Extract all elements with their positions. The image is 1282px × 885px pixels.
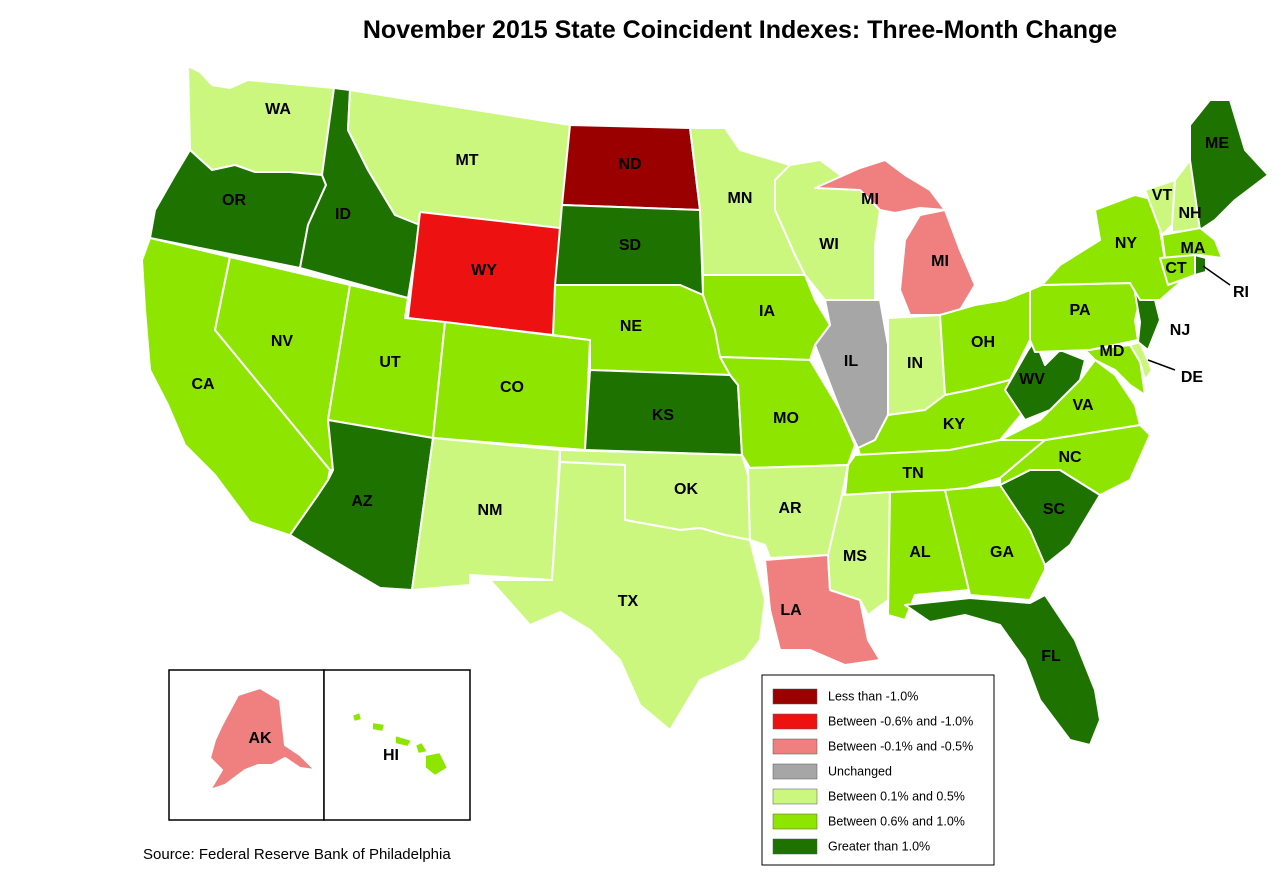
legend-label-p06_p10: Between 0.6% and 1.0% xyxy=(828,814,965,828)
state-labels: WA OR CA ID NV MT WY UT AZ CO NM ND SD NE KS OK TX MN IA MO… xyxy=(191,101,1249,764)
state-label-tx: TX xyxy=(618,593,639,610)
legend-label-m01_m05: Between -0.1% and -0.5% xyxy=(828,739,973,753)
state-label-al: AL xyxy=(909,544,931,561)
state-label-nc: NC xyxy=(1058,449,1082,466)
state-label-in: IN xyxy=(907,355,923,372)
legend-label-gt_p1: Greater than 1.0% xyxy=(828,839,930,853)
legend-swatch-lt_m1 xyxy=(772,688,818,705)
ri-leader-line xyxy=(1202,265,1231,286)
state-ia[interactable] xyxy=(702,274,831,361)
state-label-mt: MT xyxy=(455,152,478,169)
state-label-nv: NV xyxy=(271,333,294,350)
state-hi-2[interactable] xyxy=(371,721,386,733)
state-label-nm: NM xyxy=(478,502,503,519)
state-label-ri: RI xyxy=(1233,284,1249,301)
state-label-oh: OH xyxy=(971,334,995,351)
state-wa[interactable] xyxy=(187,65,335,176)
state-label-wa: WA xyxy=(265,101,291,118)
state-label-fl: FL xyxy=(1041,648,1061,665)
state-fl[interactable] xyxy=(904,594,1101,746)
legend-label-lt_m1: Less than -1.0% xyxy=(828,689,918,703)
state-label-nj: NJ xyxy=(1170,322,1190,339)
state-ky[interactable] xyxy=(857,379,1026,456)
state-label-sc: SC xyxy=(1043,501,1066,518)
state-label-md: MD xyxy=(1100,343,1125,360)
state-label-wv: WV xyxy=(1019,371,1045,388)
state-label-wy: WY xyxy=(471,262,497,279)
legend-label-m06_m10: Between -0.6% and -1.0% xyxy=(828,714,973,728)
state-label-ar: AR xyxy=(778,500,802,517)
state-label-mi-upper: MI xyxy=(861,191,879,208)
legend-swatch-p06_p10 xyxy=(772,813,818,830)
state-label-ok: OK xyxy=(674,481,698,498)
legend: Less than -1.0% Between -0.6% and -1.0% Be… xyxy=(761,674,995,866)
state-label-ky: KY xyxy=(943,416,966,433)
state-hi-3[interactable] xyxy=(394,734,413,748)
state-mi-lower[interactable] xyxy=(899,209,976,316)
legend-items: Less than -1.0% Between -0.6% and -1.0% Be… xyxy=(772,688,973,855)
state-label-mo: MO xyxy=(773,410,799,427)
state-label-ms: MS xyxy=(843,548,867,565)
source-note: Source: Federal Reserve Bank of Philadel… xyxy=(143,846,451,863)
state-label-pa: PA xyxy=(1069,302,1090,319)
state-label-vt: VT xyxy=(1152,187,1173,204)
state-label-ga: GA xyxy=(990,544,1014,561)
state-nj[interactable] xyxy=(1134,292,1161,351)
legend-swatch-unch xyxy=(772,763,818,780)
state-label-mn: MN xyxy=(728,190,753,207)
state-hi-5[interactable] xyxy=(424,751,449,777)
state-label-ut: UT xyxy=(379,354,401,371)
state-label-ia: IA xyxy=(759,303,775,320)
state-label-or: OR xyxy=(222,192,246,209)
state-hi-1[interactable] xyxy=(351,711,363,723)
state-label-ny: NY xyxy=(1115,235,1138,252)
state-label-me: ME xyxy=(1205,135,1229,152)
state-label-va: VA xyxy=(1072,397,1093,414)
state-label-ks: KS xyxy=(652,407,675,424)
states-layer xyxy=(141,65,1269,746)
state-label-nd: ND xyxy=(618,156,641,173)
legend-swatch-m01_m05 xyxy=(772,738,818,755)
legend-swatch-gt_p1 xyxy=(772,838,818,855)
state-label-ne: NE xyxy=(620,318,643,335)
state-label-ma: MA xyxy=(1181,240,1206,257)
state-label-la: LA xyxy=(780,602,802,619)
state-ak[interactable] xyxy=(209,687,316,791)
state-label-sd: SD xyxy=(619,237,641,254)
state-label-az: AZ xyxy=(351,493,373,510)
state-label-wi: WI xyxy=(819,236,839,253)
state-hi-4[interactable] xyxy=(414,741,429,755)
state-label-il: IL xyxy=(844,353,858,370)
state-label-ca: CA xyxy=(191,376,215,393)
legend-swatch-p01_p05 xyxy=(772,788,818,805)
state-label-mi: MI xyxy=(931,253,949,270)
legend-label-p01_p05: Between 0.1% and 0.5% xyxy=(828,789,965,803)
legend-swatch-m06_m10 xyxy=(772,713,818,730)
state-me[interactable] xyxy=(1189,99,1269,231)
state-label-ak: AK xyxy=(248,730,272,747)
state-tn[interactable] xyxy=(844,439,1046,496)
state-label-hi: HI xyxy=(383,747,399,764)
state-ri[interactable] xyxy=(1194,254,1207,276)
inset-panels xyxy=(168,669,471,821)
map-title: November 2015 State Coincident Indexes: … xyxy=(362,16,1118,44)
state-label-de: DE xyxy=(1181,369,1204,386)
legend-label-unch: Unchanged xyxy=(828,764,892,778)
state-label-ct: CT xyxy=(1165,260,1187,277)
state-label-co: CO xyxy=(500,379,524,396)
de-leader-line xyxy=(1147,359,1176,371)
state-label-id: ID xyxy=(335,206,351,223)
state-label-tn: TN xyxy=(902,465,923,482)
state-tx[interactable] xyxy=(489,461,766,731)
state-label-nh: NH xyxy=(1178,205,1201,222)
